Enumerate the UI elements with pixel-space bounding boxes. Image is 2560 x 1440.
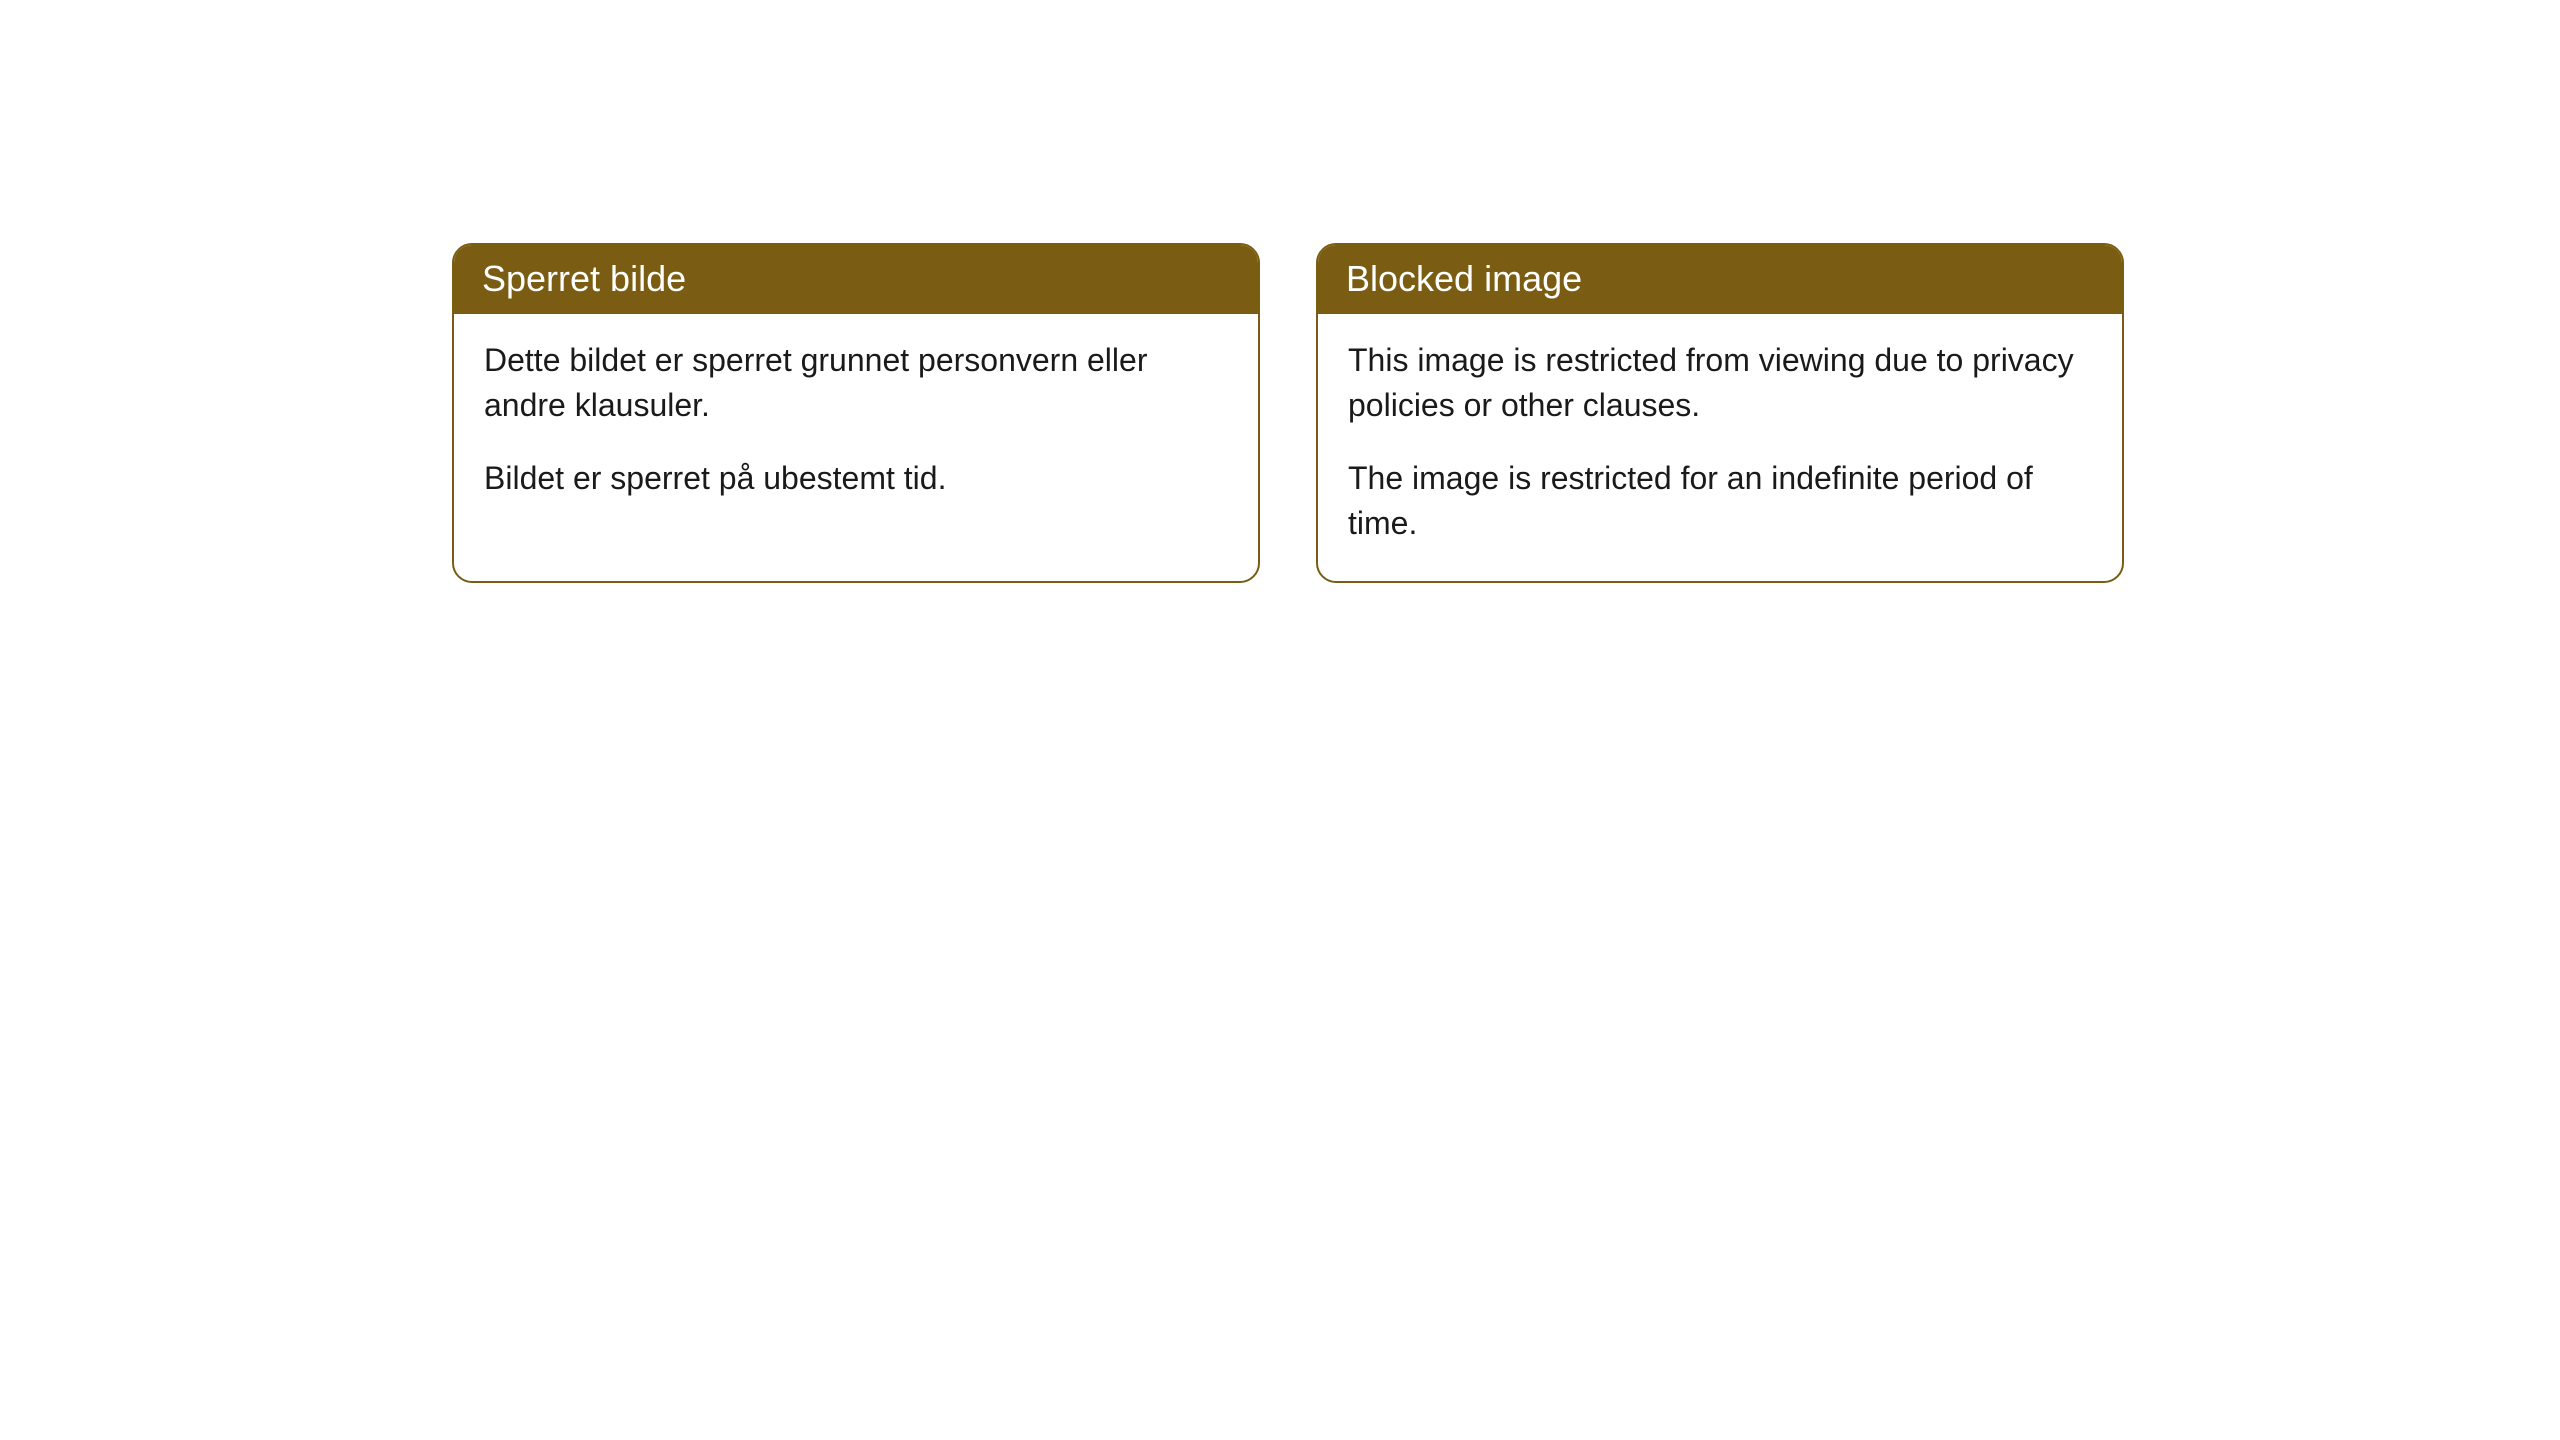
card-body: This image is restricted from viewing du… bbox=[1318, 314, 2122, 581]
card-header: Blocked image bbox=[1318, 245, 2122, 314]
card-header: Sperret bilde bbox=[454, 245, 1258, 314]
card-title: Sperret bilde bbox=[482, 258, 686, 299]
notice-card-norwegian: Sperret bilde Dette bildet er sperret gr… bbox=[452, 243, 1260, 583]
card-paragraph-1: This image is restricted from viewing du… bbox=[1348, 338, 2092, 428]
card-title: Blocked image bbox=[1346, 258, 1582, 299]
notice-card-english: Blocked image This image is restricted f… bbox=[1316, 243, 2124, 583]
card-body: Dette bildet er sperret grunnet personve… bbox=[454, 314, 1258, 536]
notice-container: Sperret bilde Dette bildet er sperret gr… bbox=[0, 0, 2560, 583]
card-paragraph-2: The image is restricted for an indefinit… bbox=[1348, 456, 2092, 546]
card-paragraph-1: Dette bildet er sperret grunnet personve… bbox=[484, 338, 1228, 428]
card-paragraph-2: Bildet er sperret på ubestemt tid. bbox=[484, 456, 1228, 501]
